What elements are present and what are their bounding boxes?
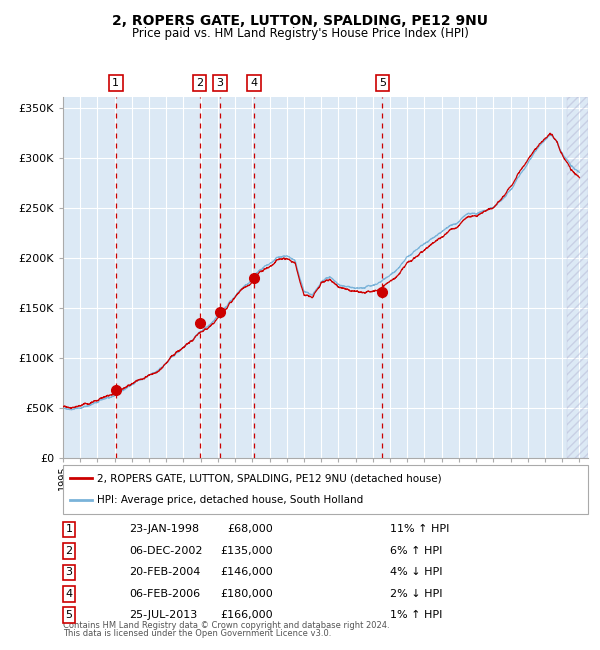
Text: 06-FEB-2006: 06-FEB-2006 <box>129 589 200 599</box>
Text: £68,000: £68,000 <box>227 525 273 534</box>
Text: 2% ↓ HPI: 2% ↓ HPI <box>390 589 443 599</box>
Text: £135,000: £135,000 <box>220 546 273 556</box>
Text: 1: 1 <box>65 525 73 534</box>
Text: 3: 3 <box>217 78 224 88</box>
Text: 20-FEB-2004: 20-FEB-2004 <box>129 567 200 577</box>
Text: 2: 2 <box>65 546 73 556</box>
Text: Price paid vs. HM Land Registry's House Price Index (HPI): Price paid vs. HM Land Registry's House … <box>131 27 469 40</box>
Text: This data is licensed under the Open Government Licence v3.0.: This data is licensed under the Open Gov… <box>63 629 331 638</box>
Text: HPI: Average price, detached house, South Holland: HPI: Average price, detached house, Sout… <box>97 495 363 505</box>
Text: 06-DEC-2002: 06-DEC-2002 <box>129 546 203 556</box>
Text: 2, ROPERS GATE, LUTTON, SPALDING, PE12 9NU (detached house): 2, ROPERS GATE, LUTTON, SPALDING, PE12 9… <box>97 473 441 484</box>
Text: 2: 2 <box>196 78 203 88</box>
Text: 6% ↑ HPI: 6% ↑ HPI <box>390 546 442 556</box>
Text: 1% ↑ HPI: 1% ↑ HPI <box>390 610 442 620</box>
Text: 4: 4 <box>251 78 257 88</box>
Text: £180,000: £180,000 <box>220 589 273 599</box>
Text: 2, ROPERS GATE, LUTTON, SPALDING, PE12 9NU: 2, ROPERS GATE, LUTTON, SPALDING, PE12 9… <box>112 14 488 29</box>
Text: Contains HM Land Registry data © Crown copyright and database right 2024.: Contains HM Land Registry data © Crown c… <box>63 621 389 630</box>
Text: £146,000: £146,000 <box>220 567 273 577</box>
Text: £166,000: £166,000 <box>220 610 273 620</box>
Text: 23-JAN-1998: 23-JAN-1998 <box>129 525 199 534</box>
Text: 3: 3 <box>65 567 73 577</box>
Text: 1: 1 <box>112 78 119 88</box>
Text: 4% ↓ HPI: 4% ↓ HPI <box>390 567 443 577</box>
Text: 11% ↑ HPI: 11% ↑ HPI <box>390 525 449 534</box>
Text: 5: 5 <box>65 610 73 620</box>
Text: 4: 4 <box>65 589 73 599</box>
Text: 25-JUL-2013: 25-JUL-2013 <box>129 610 197 620</box>
Text: 5: 5 <box>379 78 386 88</box>
